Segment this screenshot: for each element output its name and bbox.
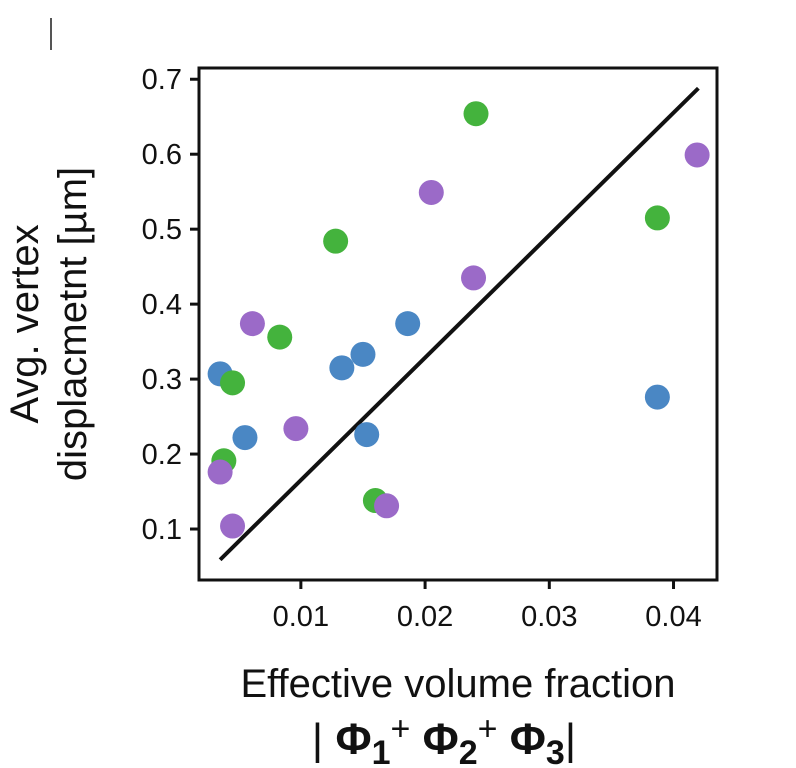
data-point — [232, 425, 258, 451]
x-tick-label: 0.01 — [273, 601, 329, 633]
x-axis-ticks: 0.01 0.02 0.03 0.04 — [273, 580, 702, 633]
plot-frame — [197, 66, 719, 582]
data-point — [220, 370, 246, 396]
data-point — [350, 341, 376, 367]
y-axis-ticks: 0.1 0.2 0.3 0.4 0.5 0.6 0.7 — [142, 64, 199, 546]
data-point — [644, 384, 670, 410]
formula-plus-2: + — [478, 710, 498, 748]
fit-line — [218, 86, 700, 562]
data-point — [329, 355, 355, 381]
y-tick-label: 0.5 — [142, 214, 182, 246]
y-tick-label: 0.4 — [142, 289, 182, 321]
y-axis-label: Avg. vertex displacmetnt [µm] — [3, 167, 95, 481]
formula-sub-3: 3 — [546, 734, 565, 768]
data-point — [684, 142, 710, 168]
y-tick-label: 0.6 — [142, 139, 182, 171]
data-point — [395, 311, 421, 337]
data-point — [323, 228, 349, 254]
y-tick-label: 0.7 — [142, 64, 182, 96]
data-point — [239, 311, 265, 337]
y-tick-label: 0.1 — [142, 514, 182, 546]
y-tick-label: 0.2 — [142, 439, 182, 471]
formula-phi-3: Φ — [510, 715, 546, 764]
data-point — [644, 205, 670, 231]
data-point — [461, 265, 487, 291]
formula-sub-1: 1 — [372, 734, 391, 768]
formula-bar-left: | — [312, 715, 323, 764]
formula-phi-1: Φ — [335, 715, 371, 764]
data-point — [354, 422, 380, 448]
data-point — [283, 416, 309, 442]
formula-sub-2: 2 — [459, 734, 478, 768]
data-point — [207, 459, 233, 485]
data-point — [463, 101, 489, 127]
data-point — [220, 513, 246, 539]
formula-bar-right: | — [565, 715, 576, 764]
y-tick-label: 0.3 — [142, 364, 182, 396]
data-point — [267, 324, 293, 350]
plot-area — [207, 86, 710, 562]
data-point — [374, 493, 400, 519]
y-axis-label-line1: Avg. vertex — [3, 224, 47, 423]
x-axis-label: Effective volume fraction — [240, 662, 675, 706]
formula-phi-2: Φ — [423, 715, 459, 764]
formula-plus-1: + — [391, 710, 411, 748]
y-axis-label-line2: displacmetnt [µm] — [51, 167, 95, 481]
x-tick-label: 0.02 — [397, 601, 453, 633]
x-tick-label: 0.03 — [521, 601, 577, 633]
x-tick-label: 0.04 — [645, 601, 701, 633]
x-axis-formula: | Φ1+ Φ2+ Φ3| — [312, 701, 576, 768]
data-point — [418, 179, 444, 205]
